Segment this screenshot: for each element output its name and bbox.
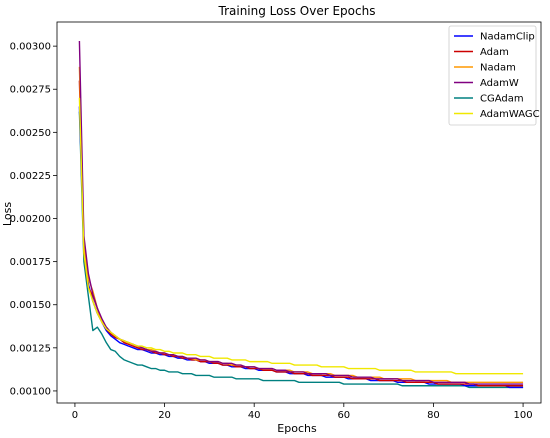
x-tick-label: 60 <box>337 410 350 421</box>
legend: NadamClip Adam Nadam AdamW CGAdam AdamWAGC <box>448 25 540 126</box>
y-tick-label: 0.00250 <box>10 128 51 139</box>
legend-label: Adam <box>480 47 509 58</box>
y-tick-label: 0.00175 <box>10 257 51 268</box>
y-tick-label: 0.00100 <box>10 386 51 397</box>
x-tick-label: 100 <box>514 410 533 421</box>
legend-label: Nadam <box>480 63 516 74</box>
y-tick-label: 0.00300 <box>10 42 51 53</box>
y-tick-label: 0.00150 <box>10 300 51 311</box>
series-line-adamw <box>78 40 524 385</box>
series-line-adamwagc <box>78 97 524 375</box>
series-line-cgadam <box>78 111 524 389</box>
y-axis-title: Loss <box>1 202 14 226</box>
series-line-adam <box>78 80 524 387</box>
y-axis: 0.00100 0.00125 0.00150 0.00175 0.00200 0.002… <box>10 42 57 397</box>
legend-label: CGAdam <box>480 94 524 105</box>
x-axis-title: Epochs <box>277 422 317 435</box>
x-axis: 0 20 40 60 80 100 <box>72 403 533 421</box>
plot-frame <box>56 21 542 404</box>
x-tick-label: 40 <box>248 410 261 421</box>
chart-title: Training Loss Over Epochs <box>218 4 376 18</box>
legend-label: NadamClip <box>480 32 535 43</box>
x-tick-label: 80 <box>427 410 440 421</box>
legend-label: AdamW <box>480 78 519 89</box>
y-tick-label: 0.00200 <box>10 214 51 225</box>
legend-label: AdamWAGC <box>480 109 540 120</box>
y-tick-label: 0.00275 <box>10 85 51 96</box>
y-tick-label: 0.00125 <box>10 343 51 354</box>
x-tick-label: 20 <box>158 410 171 421</box>
plot-area <box>78 40 524 389</box>
y-tick-label: 0.00225 <box>10 171 51 182</box>
x-tick-label: 0 <box>72 410 78 421</box>
